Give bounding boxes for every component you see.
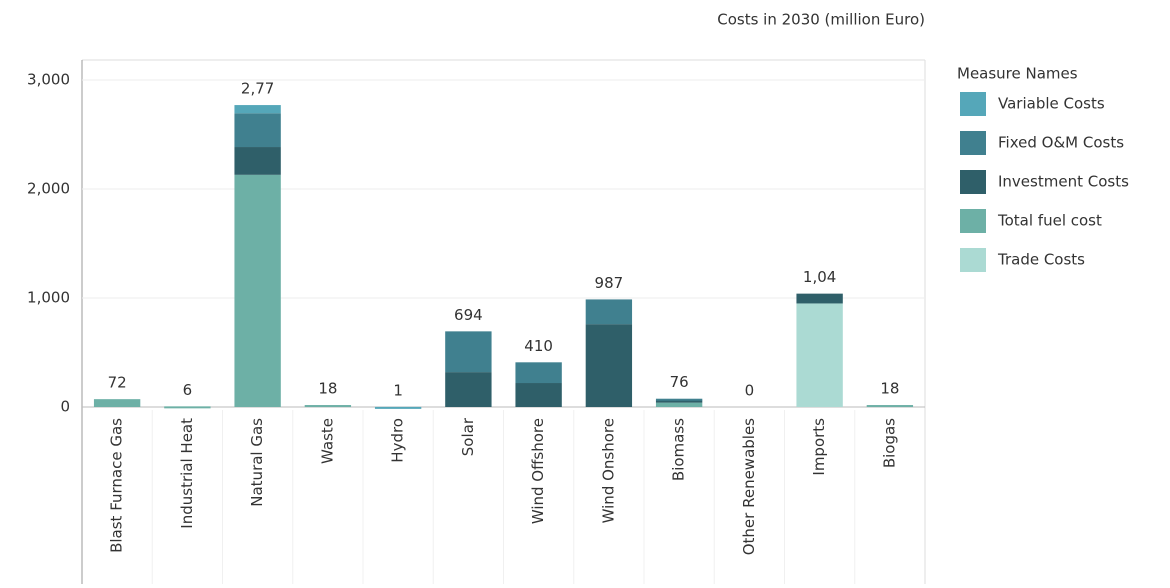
x-tick-label: Solar xyxy=(459,417,477,456)
legend-label: Investment Costs xyxy=(998,173,1129,191)
bar-segment xyxy=(655,398,703,401)
legend-swatch xyxy=(960,248,986,272)
x-tick-label: Natural Gas xyxy=(248,418,266,507)
bar-segment xyxy=(164,406,211,409)
legend-label: Trade Costs xyxy=(997,251,1085,269)
bar-segment xyxy=(445,372,492,407)
legend-swatch xyxy=(960,131,986,155)
bar-segment xyxy=(655,402,703,407)
total-label: 18 xyxy=(318,380,337,398)
bar-segment xyxy=(234,174,281,407)
total-label: 0 xyxy=(745,382,755,400)
legend-swatch xyxy=(960,92,986,116)
legend-label: Variable Costs xyxy=(998,95,1105,113)
x-tick-label: Waste xyxy=(318,418,336,464)
bar-segment xyxy=(796,303,843,407)
legend-title: Measure Names xyxy=(957,65,1078,83)
bar-segment xyxy=(585,324,633,407)
x-tick-label: Wind Onshore xyxy=(599,418,617,523)
bar-segment xyxy=(515,362,562,384)
x-tick-label: Other Renewables xyxy=(740,418,758,555)
total-label: 1 xyxy=(393,381,403,399)
legend-label: Fixed O&M Costs xyxy=(998,134,1124,152)
bar-segment xyxy=(304,405,352,408)
total-label: 694 xyxy=(454,306,483,324)
bar-segment xyxy=(445,331,492,373)
x-tick-label: Biogas xyxy=(880,418,898,468)
y-tick-label: 3,000 xyxy=(27,71,70,89)
bar-segment xyxy=(866,405,914,408)
x-tick-label: Imports xyxy=(810,418,828,476)
y-tick-label: 1,000 xyxy=(27,289,70,307)
total-label: 72 xyxy=(108,374,127,392)
total-label: 410 xyxy=(524,337,553,355)
chart-title: Costs in 2030 (million Euro) xyxy=(717,11,925,29)
total-label: 1,04 xyxy=(803,268,836,286)
x-tick-label: Biomass xyxy=(670,418,688,481)
bar-segment xyxy=(515,383,562,407)
total-label: 18 xyxy=(880,380,899,398)
y-tick-label: 2,000 xyxy=(27,180,70,198)
total-label: 2,77 xyxy=(241,80,274,98)
total-label: 76 xyxy=(670,373,689,391)
bar-segment xyxy=(655,400,703,403)
bar-segment xyxy=(234,147,281,175)
bar-segment xyxy=(234,105,281,114)
legend-label: Total fuel cost xyxy=(997,212,1102,230)
legend-swatch xyxy=(960,170,986,194)
x-tick-label: Hydro xyxy=(389,418,407,463)
bar-segment xyxy=(93,399,141,407)
x-tick-label: Blast Furnace Gas xyxy=(108,418,126,553)
x-tick-label: Wind Offshore xyxy=(529,418,547,524)
bar-segment xyxy=(796,293,843,304)
legend-swatch xyxy=(960,209,986,233)
bar-segment xyxy=(585,299,633,325)
y-tick-label: 0 xyxy=(60,398,70,416)
total-label: 987 xyxy=(595,274,624,292)
bar-segment xyxy=(374,406,422,409)
bar-segment xyxy=(234,113,281,148)
x-tick-label: Industrial Heat xyxy=(178,418,196,529)
total-label: 6 xyxy=(183,381,193,399)
